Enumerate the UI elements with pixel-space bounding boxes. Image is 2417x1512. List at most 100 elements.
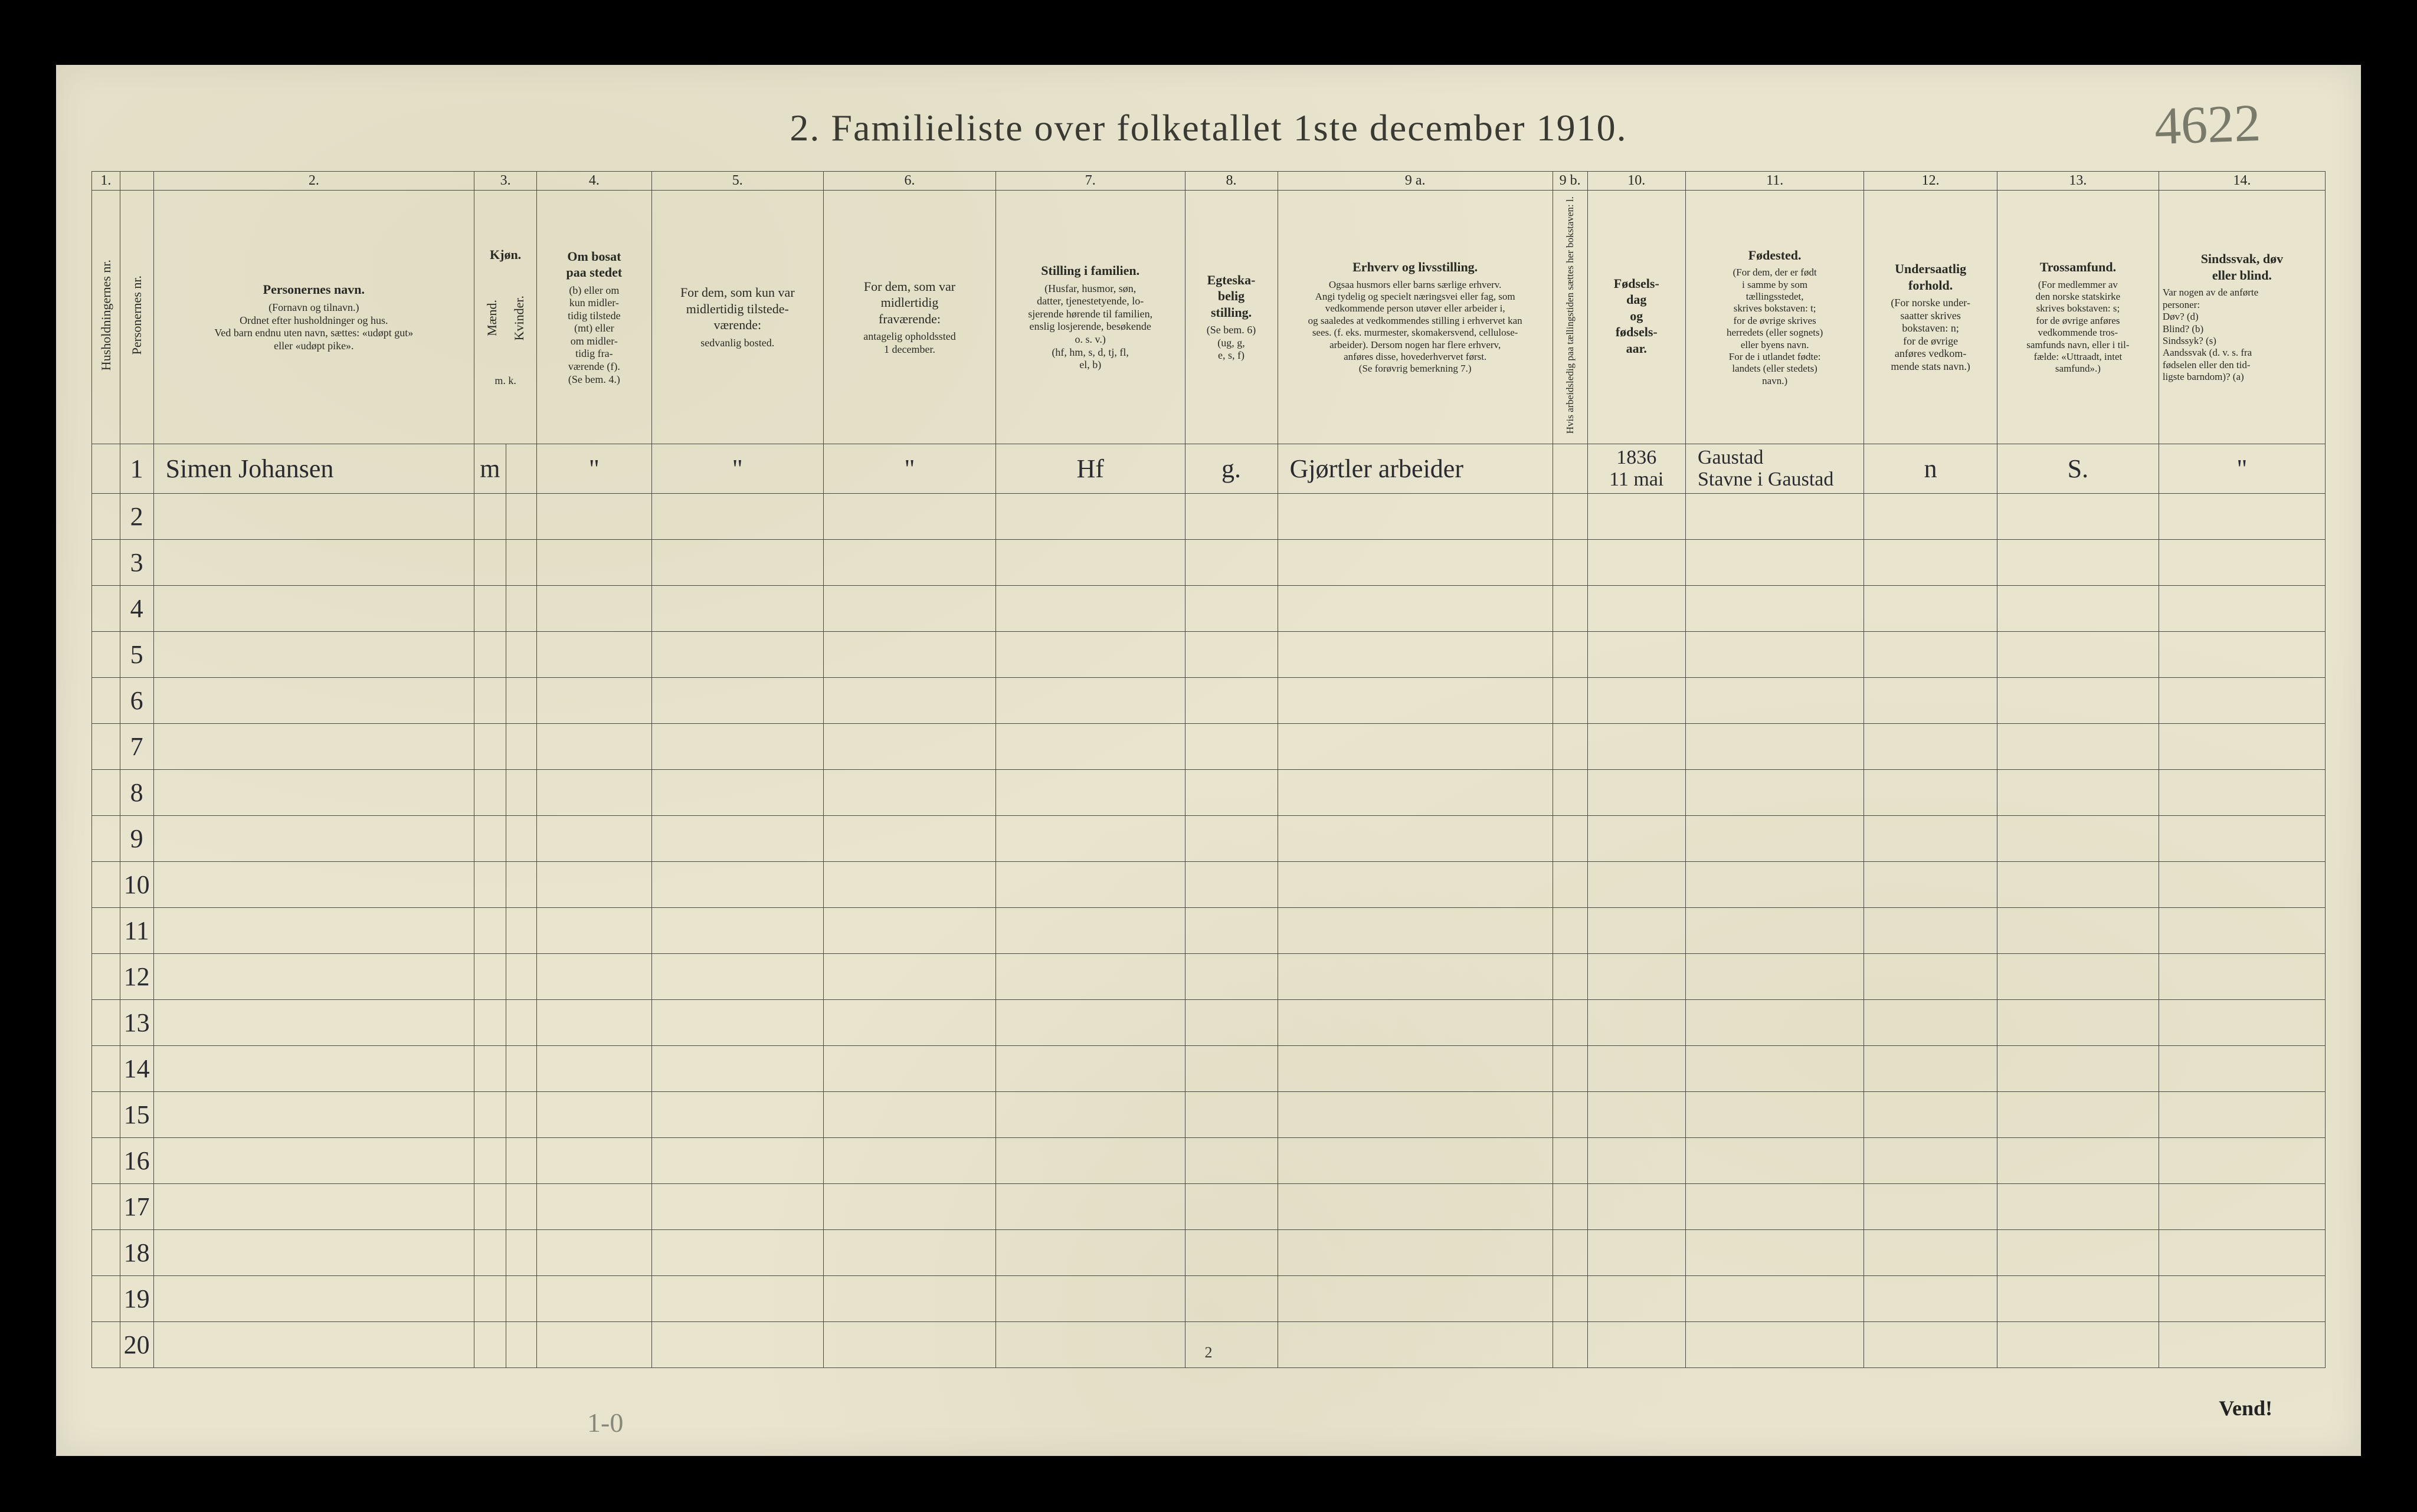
- cell-k: [506, 539, 536, 585]
- cell-sind: [2159, 907, 2325, 953]
- cell-tilstede: [651, 953, 824, 999]
- cell-k: [506, 493, 536, 539]
- colnum: 8.: [1185, 172, 1278, 191]
- colnum: 4.: [537, 172, 651, 191]
- cell-ledig: [1553, 861, 1587, 907]
- cell-fodested: [1685, 1091, 1863, 1137]
- cell-sind: [2159, 1275, 2325, 1321]
- cell-fravaer: [824, 907, 996, 953]
- table-body: 1Simen Johansenm"""Hfg.Gjørtler arbeider…: [92, 444, 2326, 1367]
- cell-sind: [2159, 677, 2325, 723]
- cell-familie: [995, 1137, 1185, 1183]
- colnum: 14.: [2159, 172, 2325, 191]
- cell-tro: [1997, 1229, 2159, 1275]
- cell-name: [153, 585, 474, 631]
- cell-bosat: [537, 585, 651, 631]
- cell-sind: [2159, 1045, 2325, 1091]
- cell-tro: [1997, 861, 2159, 907]
- cell-fodested: [1685, 631, 1863, 677]
- scan-frame: 2. Familieliste over folketallet 1ste de…: [0, 0, 2417, 1512]
- cell-ledig: [1553, 953, 1587, 999]
- header-husholdning-nr: Husholdningernes nr.: [92, 191, 120, 444]
- cell-bosat: [537, 999, 651, 1045]
- cell-ledig: [1553, 1045, 1587, 1091]
- cell-fodested: [1685, 585, 1863, 631]
- colnum: 6.: [824, 172, 996, 191]
- cell-sind: [2159, 585, 2325, 631]
- cell-familie: [995, 1321, 1185, 1367]
- cell-person-nr: 1: [120, 444, 153, 493]
- table-row: 10: [92, 861, 2326, 907]
- cell-tilstede: [651, 631, 824, 677]
- colnum: 9 b.: [1553, 172, 1587, 191]
- cell-egteskab: [1185, 677, 1278, 723]
- cell-name: [153, 1321, 474, 1367]
- cell-erhverv: [1278, 1275, 1553, 1321]
- cell-fodested: [1685, 1229, 1863, 1275]
- cell-husholdning: [92, 999, 120, 1045]
- cell-m: [474, 585, 506, 631]
- cell-fodested: [1685, 769, 1863, 815]
- cell-k: [506, 631, 536, 677]
- cell-person-nr: 12: [120, 953, 153, 999]
- header-arbeidsledig: Hvis arbeidsledig paa tællingstiden sætt…: [1553, 191, 1587, 444]
- cell-bosat: [537, 1275, 651, 1321]
- cell-person-nr: 19: [120, 1275, 153, 1321]
- cell-nationalitet: [1864, 493, 1997, 539]
- cell-person-nr: 11: [120, 907, 153, 953]
- cell-erhverv: [1278, 999, 1553, 1045]
- cell-fodselsdag: [1587, 631, 1685, 677]
- cell-m: [474, 999, 506, 1045]
- cell-nationalitet: [1864, 631, 1997, 677]
- cell-m: [474, 539, 506, 585]
- cell-erhverv: [1278, 907, 1553, 953]
- cell-ledig: [1553, 769, 1587, 815]
- cell-husholdning: [92, 815, 120, 861]
- cell-fodested: [1685, 493, 1863, 539]
- cell-familie: [995, 723, 1185, 769]
- colnum: 2.: [153, 172, 474, 191]
- cell-fodselsdag: [1587, 539, 1685, 585]
- header-person-nr: Personernes nr.: [120, 191, 153, 444]
- header-bosat: Om bosat paa stedet (b) eller om kun mid…: [537, 191, 651, 444]
- cell-ledig: [1553, 444, 1587, 493]
- cell-k: [506, 723, 536, 769]
- colnum: 13.: [1997, 172, 2159, 191]
- cell-husholdning: [92, 953, 120, 999]
- table-row: 2: [92, 493, 2326, 539]
- cell-fodselsdag: [1587, 1321, 1685, 1367]
- cell-husholdning: [92, 539, 120, 585]
- cell-erhverv: [1278, 1045, 1553, 1091]
- cell-egteskab: [1185, 999, 1278, 1045]
- cell-familie: [995, 999, 1185, 1045]
- cell-k: [506, 585, 536, 631]
- cell-k: [506, 1137, 536, 1183]
- cell-familie: Hf: [995, 444, 1185, 493]
- cell-erhverv: [1278, 493, 1553, 539]
- cell-name: [153, 1229, 474, 1275]
- handwritten-page-number: 4622: [2153, 93, 2261, 157]
- colnum: 11.: [1685, 172, 1863, 191]
- cell-tilstede: [651, 999, 824, 1045]
- cell-nationalitet: [1864, 1321, 1997, 1367]
- cell-sind: [2159, 631, 2325, 677]
- cell-fravaer: [824, 815, 996, 861]
- cell-ledig: [1553, 1183, 1587, 1229]
- cell-bosat: [537, 907, 651, 953]
- cell-fodselsdag: [1587, 1137, 1685, 1183]
- cell-name: [153, 631, 474, 677]
- cell-familie: [995, 585, 1185, 631]
- cell-tilstede: [651, 907, 824, 953]
- cell-husholdning: [92, 769, 120, 815]
- cell-person-nr: 8: [120, 769, 153, 815]
- header-erhverv: Erhverv og livsstilling. Ogsaa husmors e…: [1278, 191, 1553, 444]
- cell-tilstede: [651, 539, 824, 585]
- cell-m: [474, 861, 506, 907]
- cell-husholdning: [92, 1183, 120, 1229]
- cell-husholdning: [92, 907, 120, 953]
- cell-fravaer: [824, 493, 996, 539]
- cell-person-nr: 20: [120, 1321, 153, 1367]
- cell-k: [506, 1321, 536, 1367]
- cell-egteskab: g.: [1185, 444, 1278, 493]
- cell-sind: [2159, 1183, 2325, 1229]
